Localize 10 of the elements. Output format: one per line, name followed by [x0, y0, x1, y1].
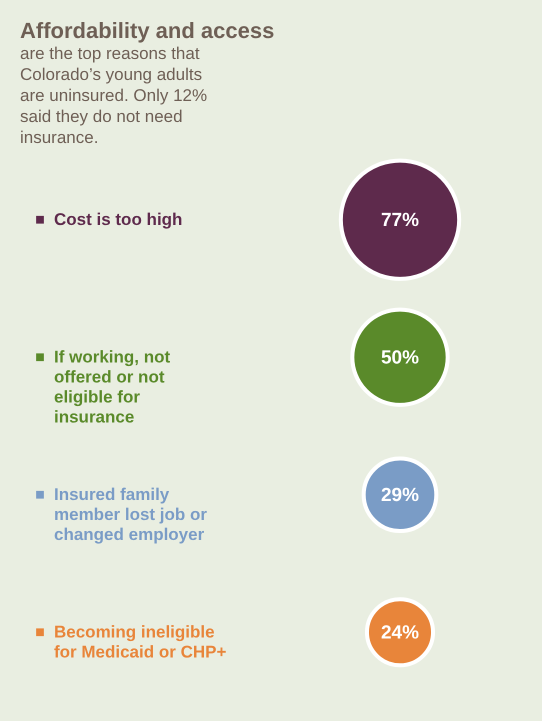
- text: are the top reasons that Colorado’s young adults are uninsured. Only 12% said they do not need insurance.: [20, 44, 208, 147]
- category-label: Insured family member lost job or changed employer: [54, 484, 208, 544]
- category-label: Cost is too high: [54, 210, 182, 229]
- text: Affordability and access: [20, 18, 274, 43]
- category-label: Becoming ineligible for Medicaid or CHP+: [54, 622, 226, 662]
- data-label: 29%: [380, 484, 420, 506]
- data-label: 77%: [380, 210, 420, 231]
- data-label: 50%: [380, 347, 420, 368]
- category-label: If working, not offered or not eligible for insurance: [54, 347, 170, 426]
- data-label: 24%: [380, 622, 420, 644]
